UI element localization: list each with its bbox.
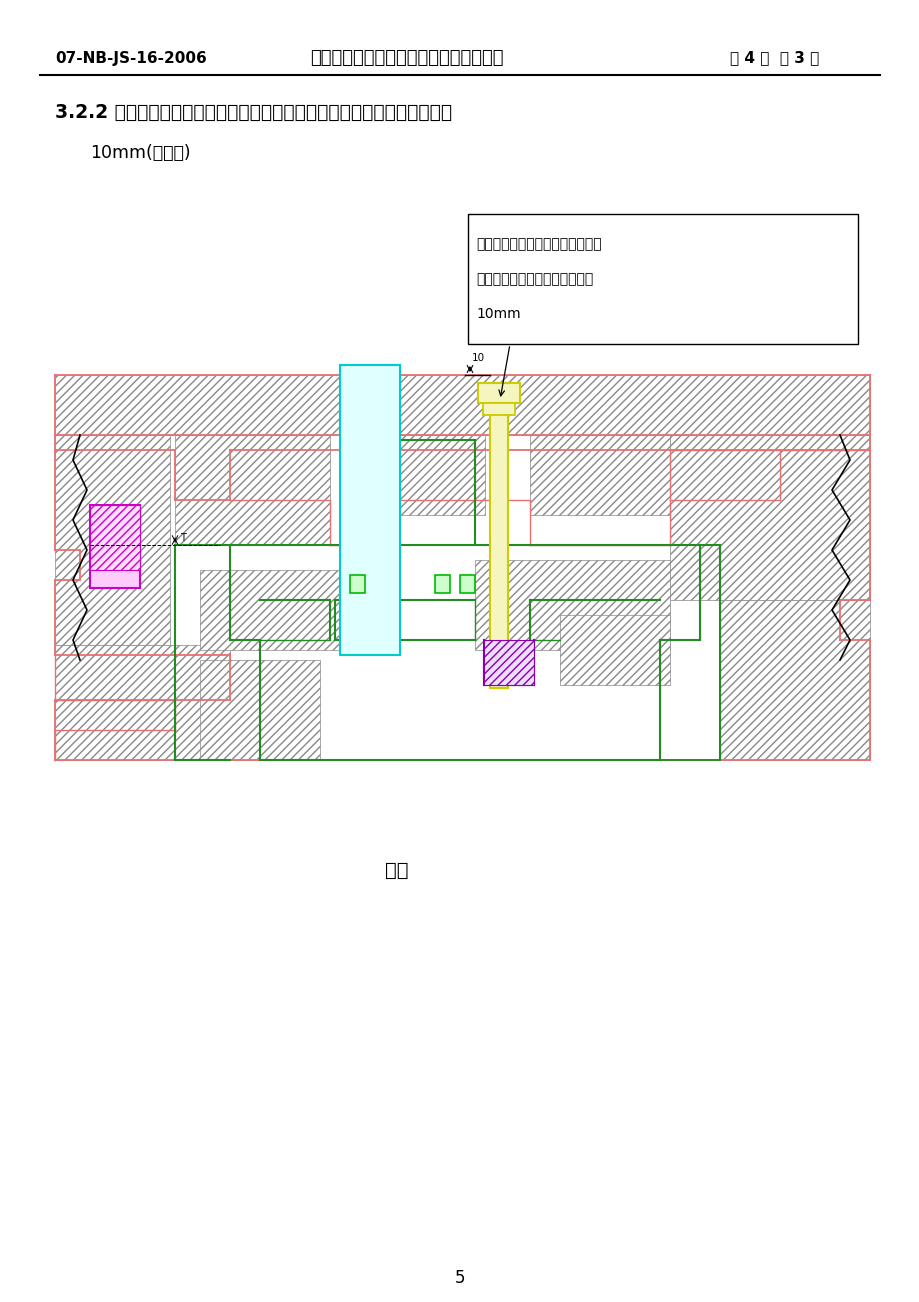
Bar <box>460 575 474 592</box>
Text: 10mm(见图四): 10mm(见图四) <box>90 145 190 161</box>
Text: 10: 10 <box>471 353 484 363</box>
Bar <box>474 560 669 650</box>
Bar <box>90 505 140 570</box>
Bar <box>384 435 484 516</box>
Bar <box>560 615 669 685</box>
Bar <box>359 385 384 611</box>
Bar <box>340 365 400 655</box>
Text: 的情况下，打杆高出上底板底面: 的情况下，打杆高出上底板底面 <box>475 272 593 286</box>
Text: 聚氨脂弹簧在受到压料板自重压缩: 聚氨脂弹簧在受到压料板自重压缩 <box>475 237 601 251</box>
Bar <box>483 655 533 685</box>
Text: 第 4 页  共 3 页: 第 4 页 共 3 页 <box>729 51 818 65</box>
Bar <box>90 505 140 540</box>
Bar <box>199 570 355 650</box>
Bar <box>55 644 230 760</box>
Bar <box>483 641 533 685</box>
Text: 07-NB-JS-16-2006: 07-NB-JS-16-2006 <box>55 51 207 65</box>
Text: 大众项目模具用缓冲聚氨酯弹簧选用规则: 大众项目模具用缓冲聚氨酯弹簧选用规则 <box>310 49 503 66</box>
Bar <box>55 375 869 435</box>
Bar <box>90 540 140 570</box>
Bar <box>435 575 449 592</box>
Text: 3.2.2 聚氨酯弹簧在受压料板自重压缩的状态下，打杆要求高出上底板底面: 3.2.2 聚氨酯弹簧在受压料板自重压缩的状态下，打杆要求高出上底板底面 <box>55 103 451 121</box>
Bar <box>90 570 140 589</box>
Text: 5: 5 <box>454 1269 465 1286</box>
Text: 图四: 图四 <box>384 861 408 879</box>
Bar <box>349 575 365 592</box>
Bar <box>55 435 170 644</box>
Bar <box>468 214 857 344</box>
Bar <box>529 435 669 516</box>
Bar <box>478 383 519 404</box>
Bar <box>490 383 507 687</box>
Bar <box>199 660 320 760</box>
Text: T: T <box>180 533 186 543</box>
Text: 10mm: 10mm <box>475 307 520 322</box>
Bar <box>720 600 869 760</box>
Bar <box>482 404 515 415</box>
Bar <box>175 435 330 546</box>
Bar <box>669 435 869 600</box>
